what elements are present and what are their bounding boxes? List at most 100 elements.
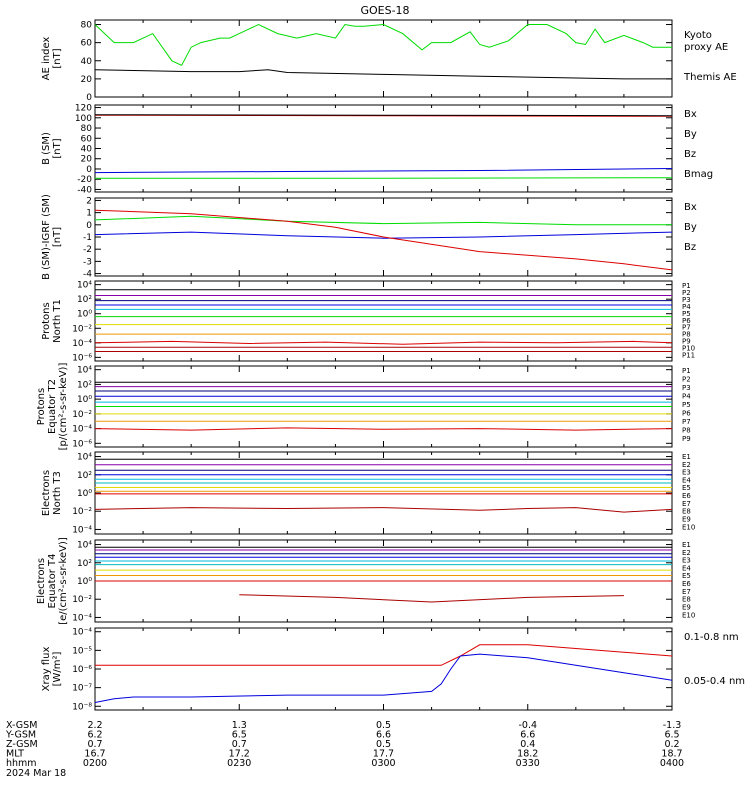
y-axis-label: Protons	[41, 302, 52, 339]
y-tick-label: 10⁻⁴	[72, 339, 92, 349]
y-tick-label: 0	[86, 93, 92, 103]
channel-label: E1	[682, 453, 691, 461]
y-tick-label: 10⁻⁴	[72, 613, 92, 623]
y-tick-label: 2	[86, 196, 92, 206]
panel-frame	[94, 104, 673, 193]
legend-label: Bz	[684, 149, 696, 160]
channel-label: E2	[682, 461, 691, 469]
channel-label: E6	[682, 580, 691, 588]
channel-label: E9	[682, 603, 691, 611]
series-line-0-05-0-4-nm	[94, 653, 673, 703]
y-tick-label: 10⁰	[77, 489, 92, 499]
y-axis-label: Xray flux	[41, 647, 52, 692]
y-tick-label: 120	[75, 104, 92, 114]
legend-label: Bx	[684, 202, 697, 213]
panel-bdiff: -4 -3 -2 -1 0 1 2 B (SM)-IGRF (SM) [nT] Bx By Bz	[41, 194, 697, 280]
ephemeris-label: MLT	[6, 749, 24, 760]
series-line-bmag	[94, 114, 673, 117]
channel-label: E3	[682, 469, 691, 477]
legend-label: By	[684, 129, 697, 140]
y-axis-label: [nT]	[52, 138, 63, 158]
channel-label: P8	[682, 427, 691, 435]
ephemeris-value: 17.2	[229, 749, 250, 760]
legend-label: Bmag	[684, 169, 713, 180]
series-line-by	[94, 215, 672, 226]
channel-label: E1	[682, 541, 691, 549]
y-tick-label: 1	[86, 209, 92, 219]
y-axis-label: North T1	[52, 299, 63, 343]
series-line-kyoto-proxy-ae	[94, 23, 672, 66]
ephemeris-value: 0300	[371, 758, 395, 769]
ephemeris-label: hhmm	[6, 758, 37, 769]
series-line-bx	[94, 231, 673, 239]
channel-label: P4	[682, 393, 691, 401]
channel-label: P11	[682, 352, 695, 360]
panel-e_north: 10⁻⁴ 10⁻² 10⁰ 10² 10⁴ Electrons North T3 E1E2E3…	[41, 451, 695, 535]
ephemeris-value: 0.5	[376, 739, 391, 750]
channel-label: E2	[682, 549, 691, 557]
series-line-e10	[94, 507, 673, 513]
panel-frame	[94, 19, 673, 98]
y-tick-label: 10⁻²	[72, 324, 92, 334]
channel-label: P10	[682, 345, 695, 353]
channel-label: E4	[682, 564, 691, 572]
series-line-e10	[239, 594, 624, 603]
y-axis-label: [nT]	[52, 48, 63, 68]
panel-frame	[94, 280, 673, 362]
series-line-0-1-0-8-nm	[95, 644, 673, 666]
y-tick-label: 100	[75, 114, 92, 124]
channel-label: E5	[682, 572, 691, 580]
series-line-themis-ae	[94, 69, 672, 80]
ephemeris-value: 6.2	[87, 730, 102, 741]
y-tick-label: 10⁻⁶	[72, 439, 92, 449]
series-line-p9	[94, 427, 673, 431]
channel-label: P5	[682, 401, 691, 409]
y-tick-label: 10⁻⁶	[72, 353, 92, 363]
ephemeris-value: 16.7	[84, 749, 105, 760]
y-tick-label: 10⁻⁴	[72, 425, 92, 435]
channel-label: E3	[682, 557, 691, 565]
ephemeris-label: Z-GSM	[6, 739, 38, 750]
ephemeris-label: Y-GSM	[5, 730, 36, 741]
ephemeris-value: 2.2	[87, 720, 102, 731]
y-tick-label: 10²	[77, 559, 92, 569]
y-tick-label: 60	[81, 39, 93, 49]
ephemeris-value: 0.4	[520, 739, 535, 750]
y-tick-label: 10⁻²	[72, 507, 92, 517]
y-axis-label: B (SM)	[41, 132, 52, 165]
panel-e_equator: 10⁻⁴ 10⁻² 10⁰ 10² 10⁴ Electrons Equator T4 [e/(…	[36, 537, 695, 625]
y-tick-label: 10⁻⁸	[72, 702, 92, 712]
channel-label: P9	[682, 338, 691, 346]
channel-label: P5	[682, 310, 691, 318]
ephemeris-value: 6.6	[520, 730, 535, 741]
ephemeris-value: 18.7	[661, 749, 682, 760]
ephemeris-value: 0.2	[664, 739, 679, 750]
y-tick-label: 10⁻⁴	[72, 525, 92, 535]
legend-label: By	[684, 222, 697, 233]
channel-label: P7	[682, 324, 691, 332]
y-tick-label: 10⁴	[77, 453, 92, 463]
legend-label: 0.1-0.8 nm	[684, 632, 739, 643]
ephemeris-value: -1.3	[663, 720, 682, 731]
y-tick-label: -1	[83, 233, 92, 243]
y-tick-label: 10⁴	[77, 541, 92, 551]
y-tick-label: 10⁻⁶	[72, 665, 92, 675]
channel-label: E6	[682, 492, 691, 500]
legend-label: 0.05-0.4 nm	[684, 676, 745, 687]
y-tick-label: 10⁴	[77, 366, 92, 376]
y-tick-label: 80	[81, 21, 93, 31]
y-axis-label: Electrons	[36, 558, 47, 604]
ephemeris-value: 0330	[516, 758, 540, 769]
y-axis-label: [e/(cm²-s-sr-keV)]	[58, 537, 69, 625]
ephemeris-value: 6.6	[376, 730, 391, 741]
y-tick-label: 10⁰	[77, 310, 92, 320]
series-line-by	[95, 177, 673, 179]
ephemeris-value: 0.5	[376, 720, 391, 731]
channel-label: P1	[682, 367, 691, 375]
y-tick-label: 10⁻⁷	[72, 684, 92, 694]
series-line-bz	[94, 209, 673, 271]
y-tick-label: 20	[81, 155, 93, 165]
